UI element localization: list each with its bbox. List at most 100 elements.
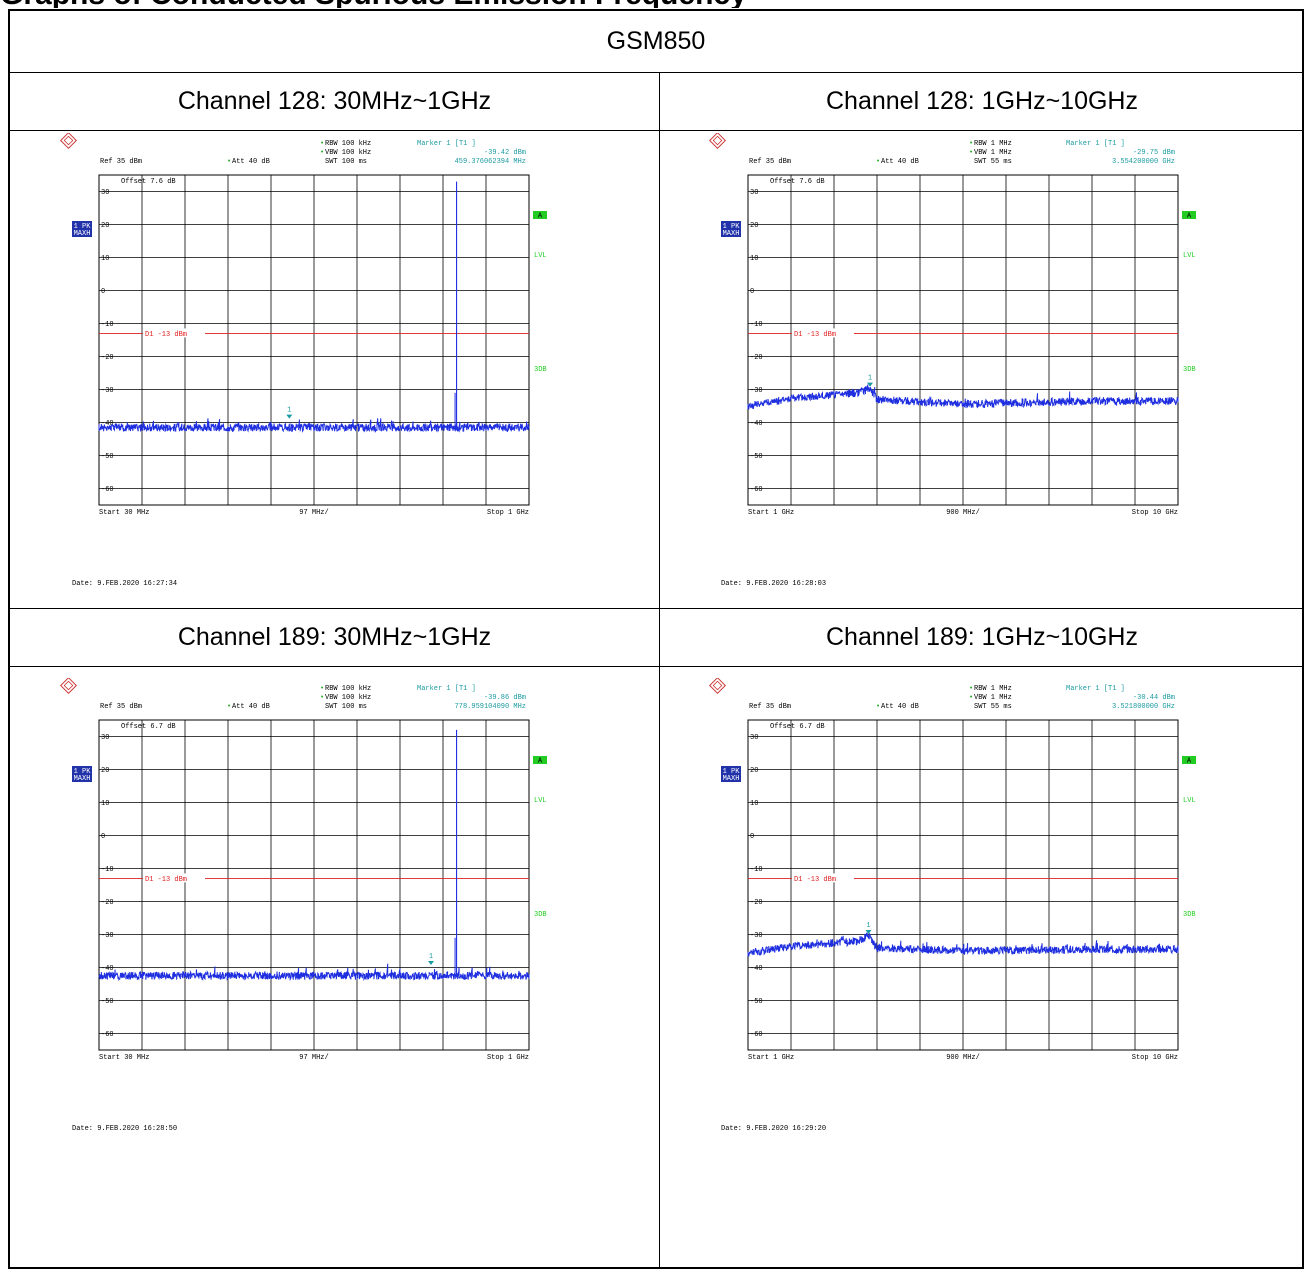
attenuation: Att 40 dB (881, 158, 919, 166)
y-tick-label: 0 (101, 833, 105, 841)
y-tick-label: -10 (101, 321, 114, 329)
sdb-label: 3DB (1183, 911, 1196, 919)
trace-hold: MAXH (723, 230, 740, 238)
a-badge (533, 756, 547, 764)
vbw-bullet: • (969, 149, 973, 157)
vbw-label: VBW 1 MHz (974, 149, 1012, 157)
y-tick-label: -50 (750, 453, 763, 461)
a-label: A (538, 758, 543, 766)
rbw-bullet: • (969, 685, 973, 693)
trace-hold: MAXH (723, 775, 740, 783)
y-tick-label: -30 (101, 387, 114, 395)
logo-inner (63, 135, 74, 146)
band-title: GSM850 (10, 11, 1302, 73)
timestamp: Date: 9.FEB.2020 16:28:03 (721, 580, 826, 588)
trace-hold: MAXH (74, 230, 91, 238)
y-tick-label: -40 (750, 420, 763, 428)
offset-label: Offset 6.7 dB (770, 723, 825, 731)
y-tick-label: -60 (101, 486, 114, 494)
vbw-label: VBW 100 kHz (325, 694, 371, 702)
spectrum-plot-1: • RBW 1 MHz • VBW 1 MHz SWT 55 ms Ref 35 dBm •… (699, 132, 1306, 593)
marker-level: -39.42 dBm (484, 149, 526, 157)
limit-label: D1 -13 dBm (145, 331, 187, 339)
y-tick-label: -30 (750, 932, 763, 940)
a-label: A (538, 213, 543, 221)
marker-number: 1 (866, 922, 870, 930)
y-tick-label: -40 (750, 965, 763, 973)
noise-trace (98, 963, 530, 982)
span-per-div: 900 MHz/ (946, 509, 980, 517)
rbw-bullet: • (320, 140, 324, 148)
vbw-bullet: • (320, 149, 324, 157)
stop-freq: Stop 1 GHz (487, 509, 529, 517)
row-divider (10, 608, 1302, 609)
limit-label-bg (792, 873, 854, 883)
y-tick-label: 0 (101, 288, 105, 296)
y-tick-label: -50 (101, 453, 114, 461)
offset-label: Offset 7.6 dB (770, 178, 825, 186)
y-tick-label: 30 (101, 734, 109, 742)
attenuation: Att 40 dB (232, 703, 270, 711)
stop-freq: Stop 10 GHz (1132, 1054, 1178, 1062)
att-bullet: • (227, 158, 231, 166)
marker-number: 1 (287, 407, 291, 415)
limit-label: D1 -13 dBm (794, 876, 836, 884)
y-tick-label: -10 (750, 866, 763, 874)
limit-label-bg (143, 873, 205, 883)
limit-label-bg (143, 328, 205, 338)
panel-title-1: Channel 128: 1GHz~10GHz (660, 73, 1304, 131)
vbw-bullet: • (969, 694, 973, 702)
trace-mode: 1 PK (723, 223, 741, 231)
att-bullet: • (227, 703, 231, 711)
y-tick-label: -60 (750, 486, 763, 494)
marker-level: -30.44 dBm (1133, 694, 1175, 702)
trace-badge (721, 766, 741, 782)
stop-freq: Stop 10 GHz (1132, 509, 1178, 517)
y-tick-label: 0 (750, 288, 754, 296)
y-tick-label: 10 (750, 800, 758, 808)
rbw-label: RBW 1 MHz (974, 140, 1012, 148)
attenuation: Att 40 dB (881, 703, 919, 711)
logo-diamond (60, 677, 77, 694)
rbw-label: RBW 100 kHz (325, 685, 371, 693)
y-tick-label: -60 (101, 1031, 114, 1039)
attenuation: Att 40 dB (232, 158, 270, 166)
stop-freq: Stop 1 GHz (487, 1054, 529, 1062)
grid (747, 719, 1179, 1051)
panel-title-2: Channel 189: 30MHz~1GHz (10, 609, 659, 667)
y-tick-label: -20 (101, 899, 114, 907)
trace-badge (721, 221, 741, 237)
start-freq: Start 1 GHz (748, 509, 794, 517)
timestamp: Date: 9.FEB.2020 16:29:20 (721, 1125, 826, 1133)
a-badge (533, 211, 547, 219)
y-tick-label: 20 (101, 222, 109, 230)
y-tick-label: 30 (750, 189, 758, 197)
start-freq: Start 30 MHz (99, 1054, 149, 1062)
trace-badge (72, 221, 92, 237)
trace-mode: 1 PK (723, 768, 741, 776)
marker-level: -39.86 dBm (484, 694, 526, 702)
marker-frequency: 3.554200000 GHz (1112, 158, 1175, 166)
noise-trace (98, 418, 530, 434)
logo-inner (63, 680, 74, 691)
marker-title: Marker 1 [T1 ] (1066, 140, 1125, 148)
lvl-label: LVL (534, 797, 547, 805)
y-tick-label: -20 (750, 354, 763, 362)
y-tick-label: -20 (101, 354, 114, 362)
rs-logo-icon (60, 677, 77, 694)
grid (747, 174, 1179, 506)
y-tick-label: -30 (101, 932, 114, 940)
offset-label: Offset 6.7 dB (121, 723, 176, 731)
spectrum-plot-2: • RBW 100 kHz • VBW 100 kHz SWT 100 ms Ref 35… (50, 677, 690, 1138)
vbw-label: VBW 1 MHz (974, 694, 1012, 702)
a-label: A (1187, 758, 1192, 766)
swt-label: SWT 100 ms (325, 158, 367, 166)
lvl-label: LVL (1183, 797, 1196, 805)
logo-diamond (709, 677, 726, 694)
swt-label: SWT 55 ms (974, 703, 1012, 711)
rs-logo-icon (709, 677, 726, 694)
marker-title: Marker 1 [T1 ] (417, 685, 476, 693)
marker-triangle (867, 382, 874, 387)
marker-number: 1 (429, 953, 433, 961)
